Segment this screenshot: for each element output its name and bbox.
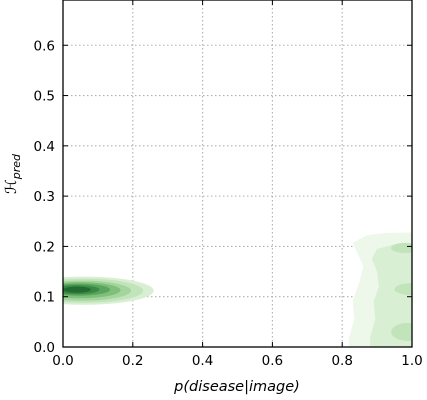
y-tick-label: 0.1 — [34, 290, 55, 306]
y-axis-label: ℋpred — [2, 153, 23, 194]
y-tick-label: 0.0 — [34, 340, 55, 356]
contour-high-inner — [370, 244, 412, 347]
x-tick-label: 0.0 — [52, 353, 73, 369]
density-contours — [63, 232, 412, 347]
contour-high-spot — [391, 322, 412, 341]
x-tick-label: 0.6 — [262, 353, 283, 369]
y-tick-label: 0.5 — [34, 89, 55, 105]
y-tick-label: 0.4 — [34, 139, 55, 155]
contour-low-level — [63, 286, 91, 293]
y-axis-label-main: ℋ — [2, 179, 20, 194]
y-axis-label-sub: pred — [10, 153, 23, 180]
tick-labels: 0.0 0.2 0.4 0.6 0.8 1.0 0.0 0.1 0.2 0.3 0.4 0.5 0.6 — [34, 38, 423, 369]
contour-high-spot — [391, 242, 412, 253]
y-tick-label: 0.2 — [34, 239, 55, 255]
contour-high-spot — [394, 283, 412, 296]
y-tick-label: 0.6 — [34, 38, 55, 54]
x-tick-label: 1.0 — [401, 353, 422, 369]
svg-text:ℋpred: ℋpred — [2, 153, 23, 194]
y-tick-label: 0.3 — [34, 189, 55, 205]
x-axis-label: p(disease|image) — [173, 379, 300, 395]
x-tick-label: 0.4 — [192, 353, 213, 369]
x-tick-label: 0.2 — [122, 353, 143, 369]
plot-frame — [62, 0, 413, 348]
x-tick-label: 0.8 — [331, 353, 352, 369]
